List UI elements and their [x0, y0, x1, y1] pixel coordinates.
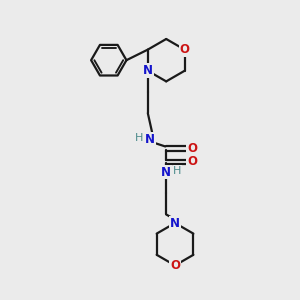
Text: O: O — [180, 43, 190, 56]
Text: N: N — [170, 217, 180, 230]
Text: N: N — [145, 133, 155, 146]
Text: O: O — [187, 155, 197, 168]
Text: O: O — [170, 259, 180, 272]
Text: N: N — [143, 64, 153, 77]
Text: O: O — [187, 142, 197, 155]
Text: H: H — [173, 166, 182, 176]
Text: N: N — [161, 166, 171, 178]
Text: H: H — [135, 133, 143, 143]
